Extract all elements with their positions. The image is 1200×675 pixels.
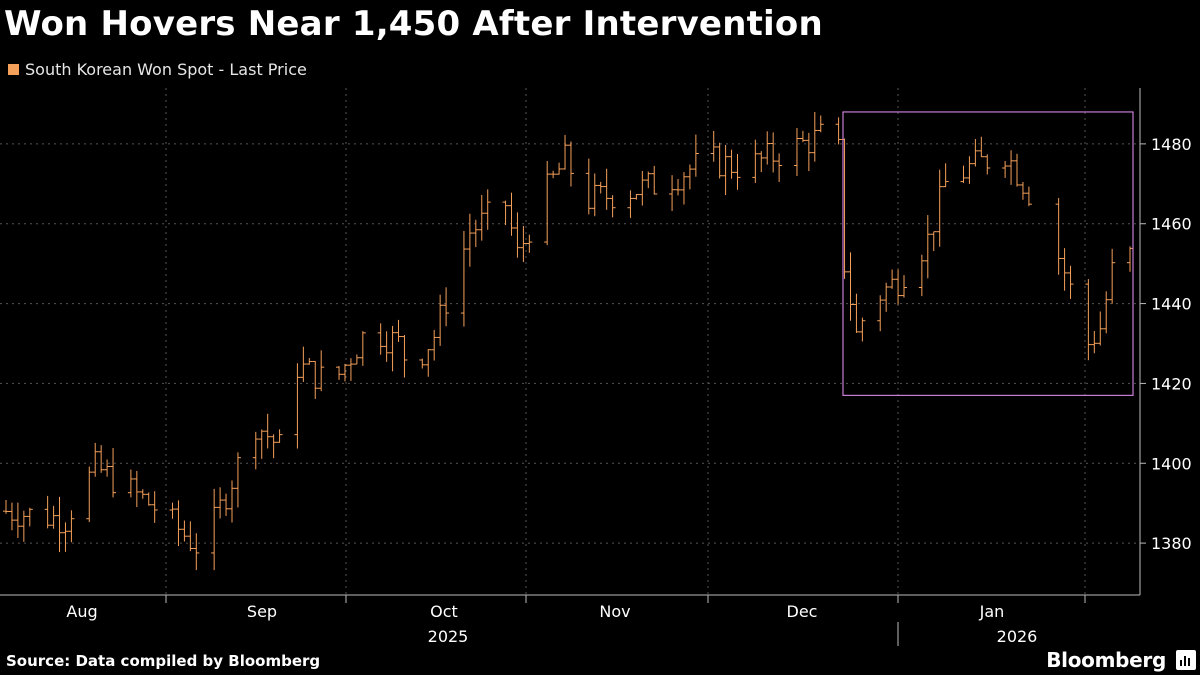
x-tick-label: Oct [430,602,458,621]
x-tick-label: Nov [599,602,630,621]
x-tick-label: Dec [787,602,818,621]
legend-swatch [8,64,19,75]
y-tick-label: 1440 [1151,295,1192,314]
highlight-box [842,111,1134,396]
year-label: 2026 [997,627,1038,646]
x-tick-label: Sep [247,602,277,621]
y-tick-label: 1420 [1151,374,1192,393]
bloomberg-logo-icon [1176,650,1196,670]
year-label: 2025 [428,627,469,646]
x-tick-label: Aug [66,602,97,621]
y-tick-label: 1480 [1151,135,1192,154]
x-tick-label: Jan [979,602,1005,621]
legend: South Korean Won Spot - Last Price [8,60,307,79]
source-note: Source: Data compiled by Bloomberg [6,652,321,670]
y-tick-label: 1460 [1151,215,1192,234]
y-tick-label: 1400 [1151,454,1192,473]
brand-wordmark: Bloomberg [1046,648,1166,672]
legend-label: South Korean Won Spot - Last Price [25,60,307,79]
y-tick-label: 1380 [1151,534,1192,553]
chart-title: Won Hovers Near 1,450 After Intervention [4,4,823,44]
